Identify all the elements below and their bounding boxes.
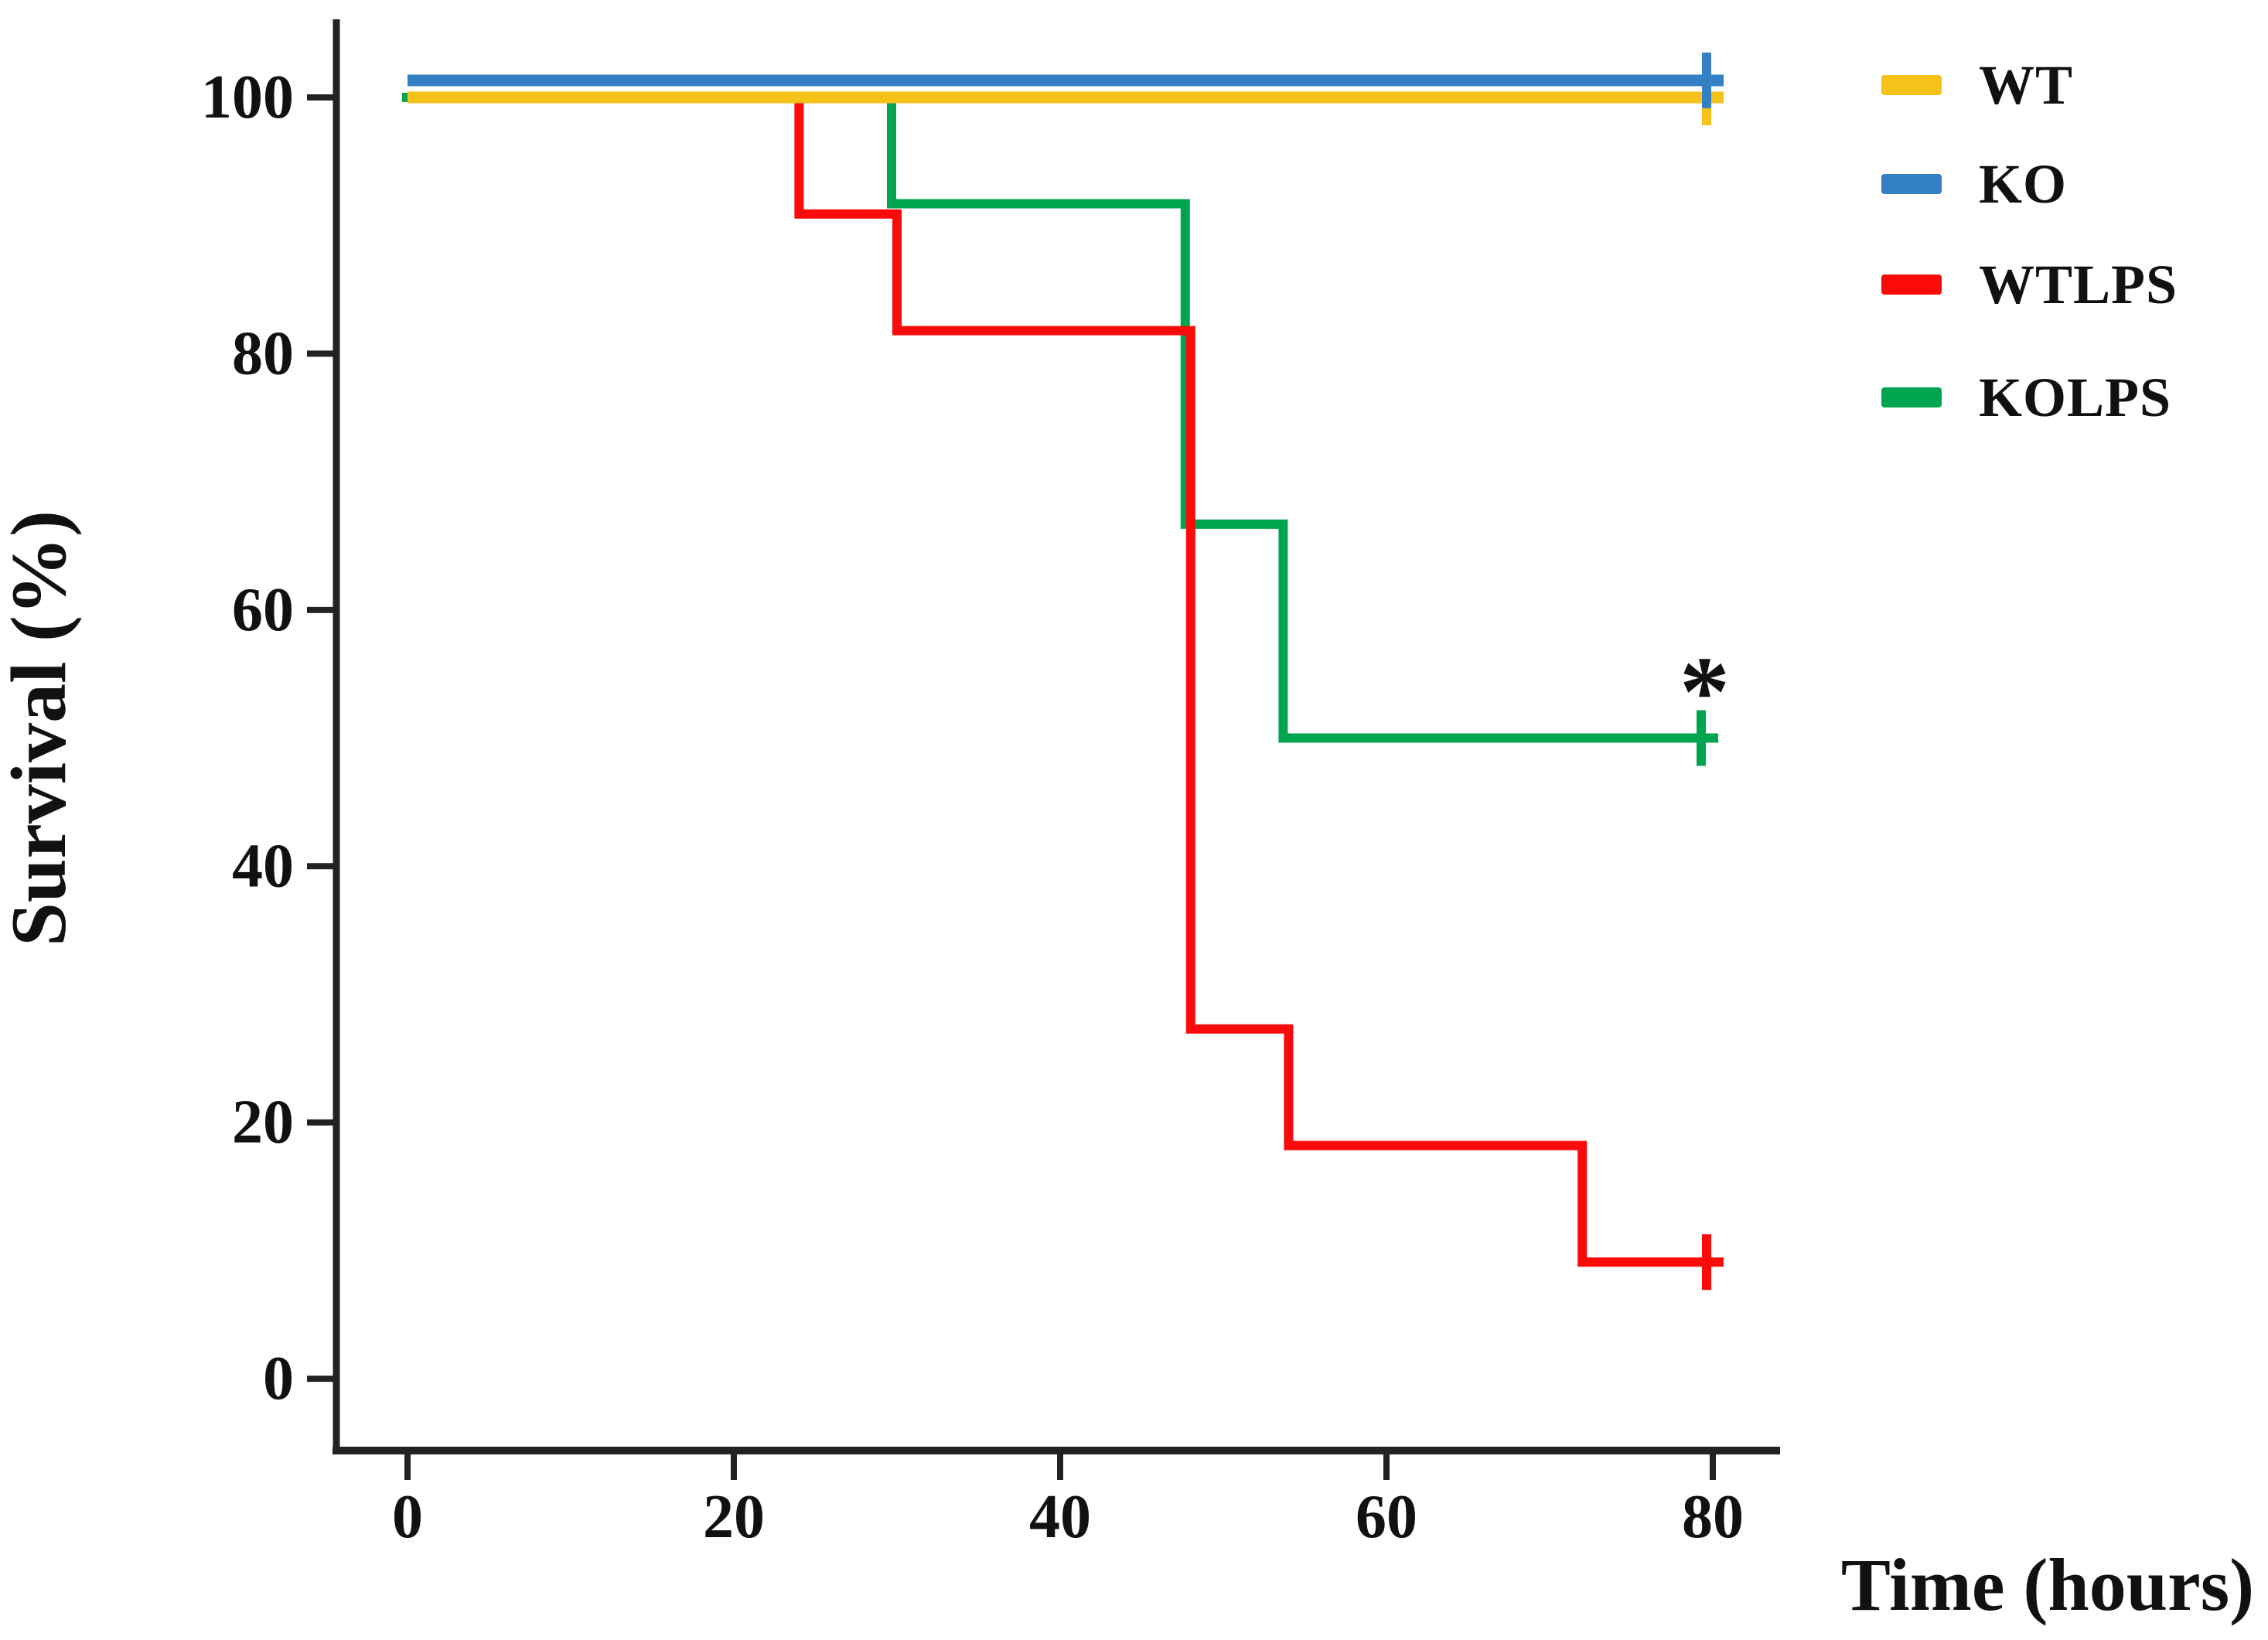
significance-asterisk: *	[1680, 636, 1730, 748]
x-tick-label-80: 80	[1682, 1483, 1744, 1551]
y-tick-label-20: 20	[232, 1089, 294, 1157]
y-axis-title: Survival (%)	[0, 510, 83, 946]
y-tick-label-0: 0	[263, 1345, 294, 1413]
y-tick-label-100: 100	[201, 63, 294, 131]
x-tick-label-40: 40	[1029, 1483, 1091, 1551]
x-tick-label-20: 20	[703, 1483, 765, 1551]
x-tick-label-0: 0	[392, 1483, 423, 1551]
y-tick-label-40: 40	[232, 832, 294, 900]
y-tick-label-80: 80	[232, 319, 294, 387]
x-axis-title: Time (hours)	[1841, 1543, 2254, 1626]
series-wtlps-step-line	[408, 93, 1724, 1267]
y-tick-label-60: 60	[232, 576, 294, 644]
x-tick-label-60: 60	[1356, 1483, 1417, 1551]
series-kolps-step-line	[402, 93, 1718, 743]
